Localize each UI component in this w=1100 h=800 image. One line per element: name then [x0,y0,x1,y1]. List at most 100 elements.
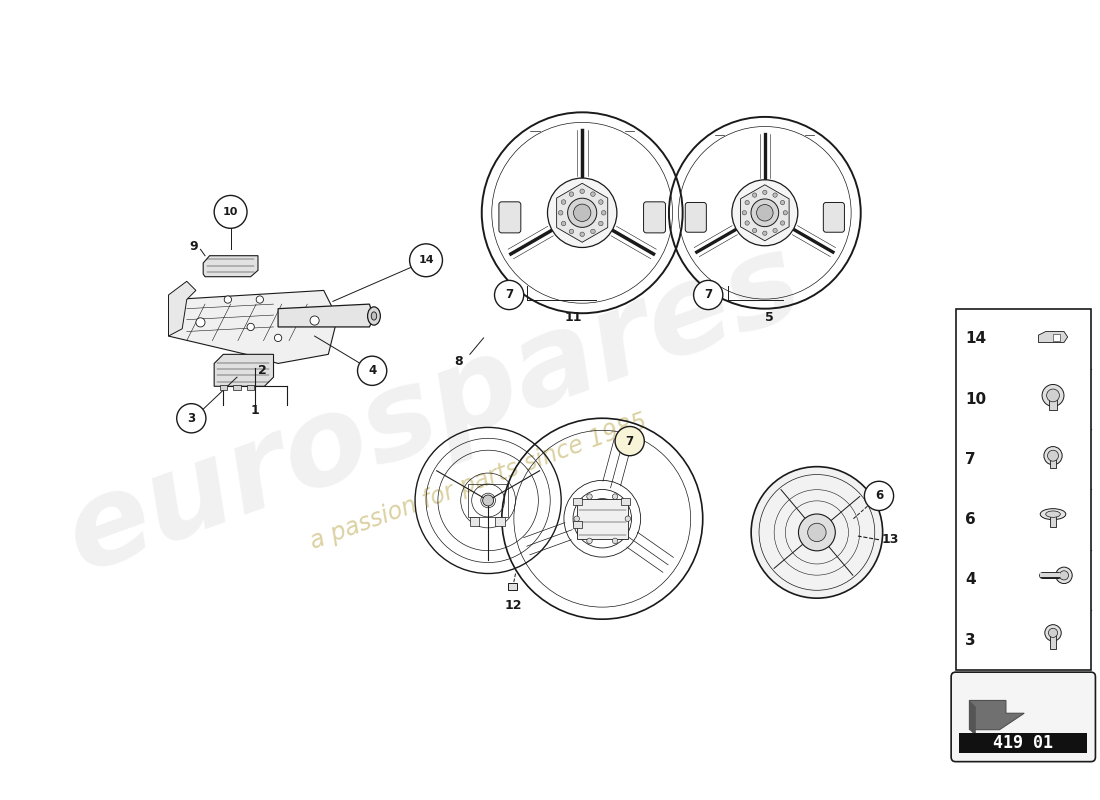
Text: eurospares: eurospares [51,222,816,596]
Circle shape [358,356,387,386]
Polygon shape [168,290,338,363]
Bar [470,517,478,526]
Ellipse shape [1046,511,1060,518]
Circle shape [548,178,617,247]
Text: 14: 14 [418,255,433,266]
Circle shape [580,189,584,194]
Bar [508,582,517,590]
Circle shape [745,221,749,225]
Circle shape [613,494,618,499]
Circle shape [569,192,574,197]
Text: 4: 4 [368,364,376,378]
FancyBboxPatch shape [823,202,845,232]
Circle shape [1059,570,1068,580]
Circle shape [752,193,757,198]
Circle shape [602,210,606,215]
Circle shape [752,228,757,233]
Circle shape [694,280,723,310]
Ellipse shape [367,307,381,325]
Bar [1049,395,1057,410]
Circle shape [214,195,248,228]
Ellipse shape [1041,509,1066,520]
Circle shape [1045,625,1062,641]
Bar [468,484,508,517]
Circle shape [224,296,231,303]
FancyBboxPatch shape [644,202,666,233]
Bar [1050,633,1056,650]
Bar [576,498,628,539]
Text: 10: 10 [223,207,239,217]
Circle shape [762,190,767,194]
Circle shape [580,232,584,237]
Bar [959,734,1087,754]
Text: a passion for parts since 1985: a passion for parts since 1985 [307,410,651,554]
Circle shape [1056,567,1072,583]
Circle shape [1044,446,1063,465]
Circle shape [625,516,630,522]
Circle shape [196,318,205,327]
Text: 13: 13 [881,534,899,546]
Circle shape [248,323,254,330]
Circle shape [573,204,591,222]
Text: 7: 7 [965,452,976,467]
Circle shape [865,482,893,510]
Text: 7: 7 [626,434,634,447]
Text: 7: 7 [704,289,713,302]
Polygon shape [168,282,196,336]
Circle shape [615,426,645,456]
Text: 9: 9 [189,240,198,253]
Text: 8: 8 [454,355,463,368]
Circle shape [751,199,779,226]
Text: 7: 7 [505,289,514,302]
Circle shape [598,200,603,204]
Text: 12: 12 [505,599,522,612]
Polygon shape [740,185,789,241]
Text: 2: 2 [258,364,267,378]
Circle shape [1047,450,1058,461]
Text: 5: 5 [764,311,773,324]
Circle shape [807,523,826,542]
Circle shape [783,210,788,215]
Circle shape [569,229,574,234]
Circle shape [483,495,494,506]
Circle shape [586,494,592,499]
Ellipse shape [371,312,376,320]
Polygon shape [1038,331,1068,342]
Circle shape [751,466,882,598]
Text: 11: 11 [564,311,582,324]
Text: 3: 3 [965,633,976,648]
Circle shape [762,231,767,235]
Circle shape [757,205,773,221]
Polygon shape [204,256,258,277]
Circle shape [780,200,784,205]
Circle shape [742,210,747,215]
Circle shape [561,222,565,226]
Circle shape [310,316,319,325]
Circle shape [598,222,603,226]
Bar [248,386,254,390]
Circle shape [574,516,580,522]
Polygon shape [278,304,374,327]
Polygon shape [969,701,976,736]
Text: 3: 3 [187,412,196,425]
Circle shape [1046,389,1059,402]
Bar [233,386,241,390]
Circle shape [274,334,282,342]
Text: 419 01: 419 01 [993,734,1054,752]
Bar [495,517,505,526]
Text: 1: 1 [251,405,260,418]
Circle shape [586,538,592,544]
Polygon shape [214,354,274,386]
Bar [620,498,629,505]
Circle shape [799,514,835,551]
Circle shape [773,193,778,198]
Circle shape [1048,628,1057,638]
Circle shape [1042,385,1064,406]
Circle shape [732,180,798,246]
Bar [220,386,227,390]
Circle shape [561,200,565,204]
Circle shape [780,221,784,225]
Bar [573,521,582,528]
Circle shape [495,280,524,310]
Bar [956,309,1091,670]
